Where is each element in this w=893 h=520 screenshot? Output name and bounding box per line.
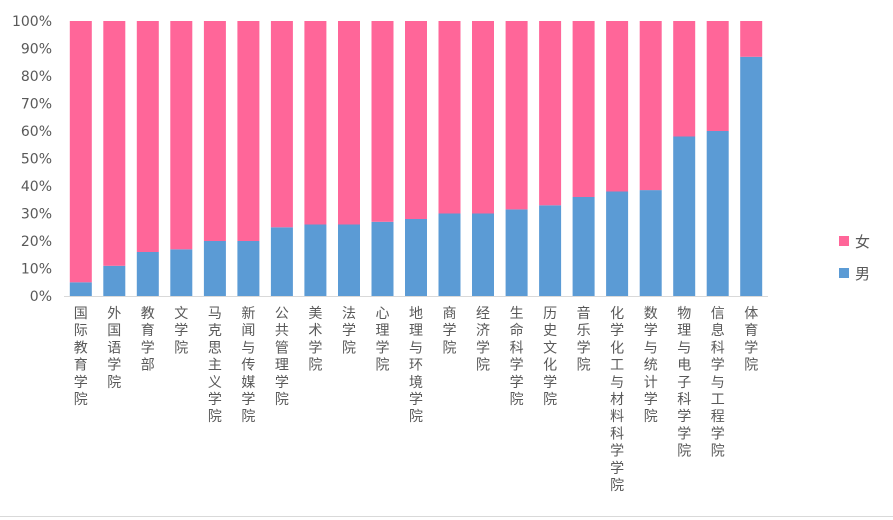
x-category-label: 化学化工与材料科学学院 bbox=[610, 306, 624, 494]
x-category-label: 国际教育学院 bbox=[74, 306, 88, 408]
bar-female bbox=[706, 21, 729, 131]
bar-male bbox=[505, 209, 528, 296]
bar-male bbox=[170, 249, 193, 297]
y-tick-label: 50% bbox=[21, 152, 52, 168]
bar-male bbox=[237, 241, 260, 296]
bar-female bbox=[304, 21, 327, 225]
bar-female bbox=[405, 21, 427, 219]
frame-bottom-border bbox=[0, 516, 893, 517]
bar-female bbox=[203, 21, 226, 241]
y-tick-label: 70% bbox=[21, 97, 52, 113]
legend-swatch bbox=[839, 236, 849, 246]
bar-male bbox=[338, 224, 360, 296]
x-category-label: 地理与环境学院 bbox=[409, 306, 423, 425]
bar-male bbox=[304, 224, 327, 296]
bar-male bbox=[405, 219, 427, 296]
x-category-label: 公共管理学院 bbox=[275, 306, 289, 408]
bar-female bbox=[371, 21, 394, 222]
bar-female bbox=[606, 21, 629, 192]
bar-male bbox=[103, 265, 126, 297]
x-category-label: 体育学院 bbox=[744, 306, 758, 374]
x-category-label: 马克思主义学院 bbox=[208, 306, 222, 425]
bar-male bbox=[472, 213, 494, 296]
bar-female bbox=[270, 21, 293, 228]
bar-female bbox=[673, 21, 696, 137]
bar-female bbox=[639, 21, 662, 191]
x-category-label: 生命科学学院 bbox=[510, 306, 524, 408]
x-category-label: 音乐学院 bbox=[577, 305, 591, 374]
bar-female bbox=[237, 21, 260, 241]
x-category-label: 经济学院 bbox=[476, 306, 490, 374]
bar-female bbox=[338, 21, 360, 225]
bar-female bbox=[539, 21, 562, 206]
x-category-label: 物理与电子科学学院 bbox=[677, 306, 691, 460]
x-category-label: 教育学部 bbox=[141, 306, 155, 374]
y-tick-label: 80% bbox=[21, 69, 52, 85]
bar-female bbox=[170, 21, 193, 250]
bar-female bbox=[438, 21, 461, 214]
legend: 女男 bbox=[839, 233, 870, 283]
bar-male bbox=[136, 252, 159, 296]
bar-male bbox=[673, 136, 696, 296]
bar-female bbox=[740, 21, 763, 57]
bar-female bbox=[69, 21, 92, 283]
bar-male bbox=[606, 191, 629, 296]
bar-male bbox=[639, 190, 662, 296]
y-axis: 0% 10% 20% 30% 40% 50% 60% 70% 80% 90% 100% bbox=[12, 14, 52, 305]
x-category-label: 新闻与传媒学院 bbox=[241, 306, 255, 425]
bar-male bbox=[203, 241, 226, 296]
x-category-label: 心理学院 bbox=[376, 306, 390, 374]
legend-label: 男 bbox=[855, 265, 870, 283]
y-tick-label: 20% bbox=[21, 234, 52, 250]
y-tick-label: 90% bbox=[21, 42, 52, 58]
x-axis-labels: 国际教育学院 外国语学院 教育学部 文学院 马克思主义学院 新闻与传媒学院 公共管理学院 美术… bbox=[74, 305, 758, 494]
bar-female bbox=[136, 21, 159, 252]
legend-label: 女 bbox=[855, 233, 870, 251]
bar-female bbox=[472, 21, 494, 214]
legend-swatch bbox=[839, 268, 849, 278]
x-category-label: 信息科学与工程学院 bbox=[711, 306, 725, 460]
bar-female bbox=[103, 21, 126, 266]
y-tick-label: 30% bbox=[21, 207, 52, 223]
x-category-label: 美术学院 bbox=[308, 306, 322, 374]
x-category-label: 外国语学院 bbox=[107, 306, 121, 391]
bar-female bbox=[572, 21, 595, 197]
bar-male bbox=[69, 282, 92, 297]
bar-male bbox=[740, 56, 763, 297]
x-category-label: 商学院 bbox=[443, 306, 457, 356]
x-category-label: 历史文化学院 bbox=[543, 306, 557, 408]
y-tick-label: 100% bbox=[12, 14, 52, 30]
y-tick-label: 60% bbox=[21, 124, 52, 140]
bar-male bbox=[572, 197, 595, 296]
bar-male bbox=[438, 213, 461, 296]
bar-male bbox=[371, 221, 394, 297]
bar-male bbox=[706, 131, 729, 296]
bars bbox=[69, 21, 763, 297]
bar-male bbox=[539, 205, 562, 297]
y-tick-label: 10% bbox=[21, 262, 52, 278]
y-tick-label: 0% bbox=[30, 289, 52, 305]
bar-male bbox=[270, 227, 293, 297]
x-category-label: 数学与统计学院 bbox=[644, 306, 658, 425]
y-tick-label: 40% bbox=[21, 179, 52, 195]
bar-female bbox=[505, 21, 528, 210]
x-category-label: 文学院 bbox=[174, 306, 188, 356]
x-category-label: 法学院 bbox=[342, 306, 356, 356]
